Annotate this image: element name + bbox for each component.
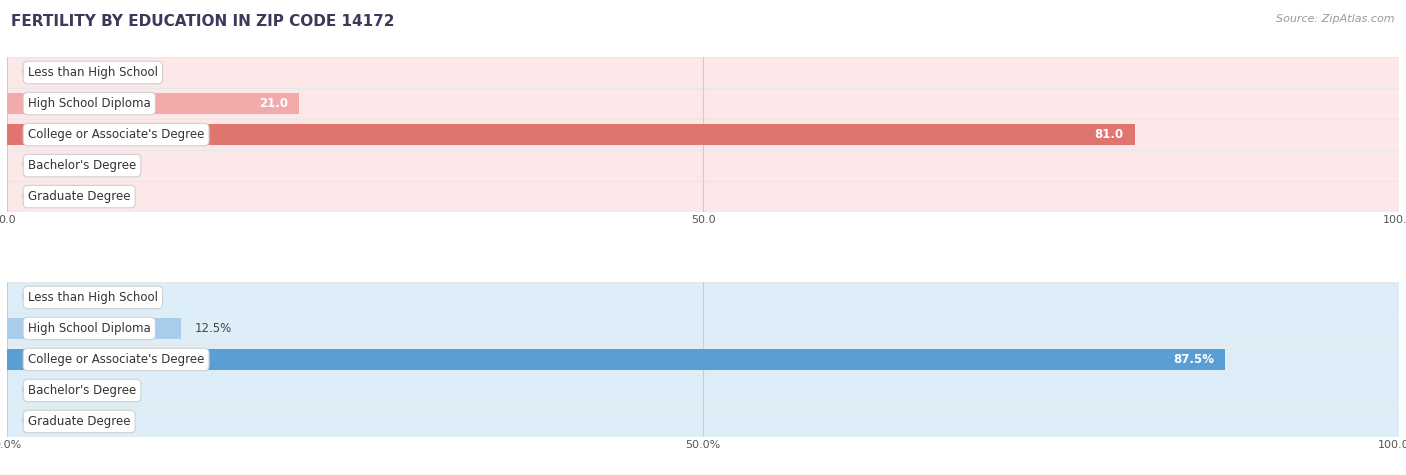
Text: Graduate Degree: Graduate Degree xyxy=(28,190,131,203)
Text: 0.0%: 0.0% xyxy=(21,415,51,428)
Bar xyxy=(7,88,1399,119)
Text: College or Associate's Degree: College or Associate's Degree xyxy=(28,128,204,141)
Bar xyxy=(7,57,1399,88)
Bar xyxy=(7,313,1399,344)
Bar xyxy=(7,124,1135,145)
Text: 12.5%: 12.5% xyxy=(195,322,232,335)
Bar xyxy=(7,93,299,114)
Text: 21.0: 21.0 xyxy=(259,97,288,110)
Text: Less than High School: Less than High School xyxy=(28,291,157,304)
Bar xyxy=(7,406,1399,437)
Text: High School Diploma: High School Diploma xyxy=(28,322,150,335)
Text: Bachelor's Degree: Bachelor's Degree xyxy=(28,384,136,397)
Text: 0.0: 0.0 xyxy=(21,190,39,203)
Text: College or Associate's Degree: College or Associate's Degree xyxy=(28,353,204,366)
Text: 0.0: 0.0 xyxy=(21,159,39,172)
Bar xyxy=(7,181,1399,212)
Bar xyxy=(7,119,1399,150)
Bar xyxy=(7,349,1225,370)
Text: 0.0%: 0.0% xyxy=(21,291,51,304)
Bar xyxy=(7,318,181,339)
Text: 0.0%: 0.0% xyxy=(21,384,51,397)
Bar xyxy=(7,375,1399,406)
Text: 81.0: 81.0 xyxy=(1094,128,1123,141)
Text: FERTILITY BY EDUCATION IN ZIP CODE 14172: FERTILITY BY EDUCATION IN ZIP CODE 14172 xyxy=(11,14,395,29)
Text: 0.0: 0.0 xyxy=(21,66,39,79)
Text: Bachelor's Degree: Bachelor's Degree xyxy=(28,159,136,172)
Text: 87.5%: 87.5% xyxy=(1173,353,1213,366)
Bar xyxy=(7,150,1399,181)
Text: Graduate Degree: Graduate Degree xyxy=(28,415,131,428)
Bar xyxy=(7,282,1399,313)
Bar xyxy=(7,344,1399,375)
Text: Source: ZipAtlas.com: Source: ZipAtlas.com xyxy=(1277,14,1395,24)
Text: High School Diploma: High School Diploma xyxy=(28,97,150,110)
Text: Less than High School: Less than High School xyxy=(28,66,157,79)
